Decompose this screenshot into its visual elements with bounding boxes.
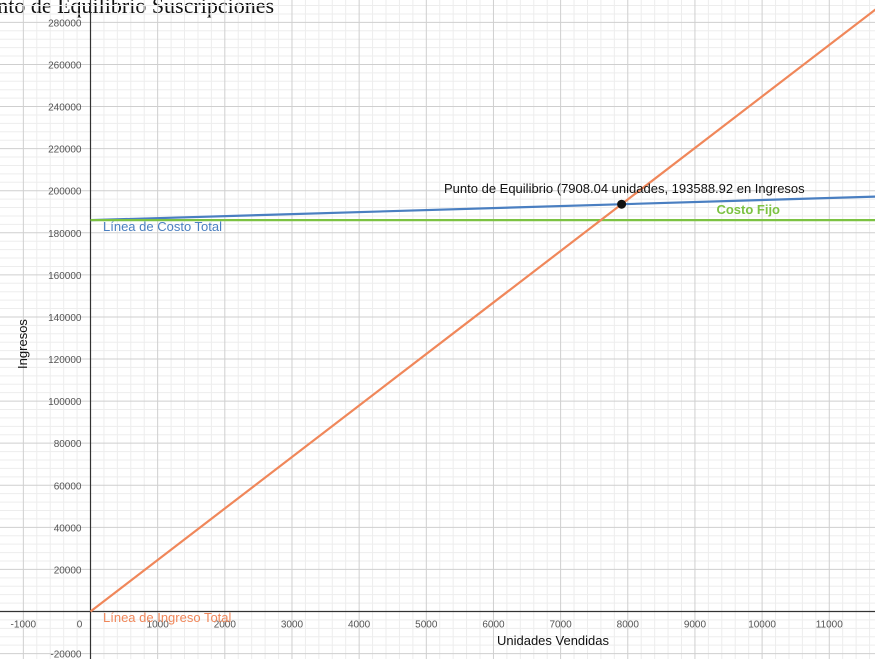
x-tick-label: 5000 [415,620,438,631]
y-tick-label: 200000 [48,187,82,198]
series-line-linea-de-ingreso-total [89,8,875,613]
x-tick-label: 10000 [748,620,776,631]
x-tick-label: 1000 [147,620,170,631]
series-label: Costo Fijo [716,202,780,217]
y-tick-label: 260000 [48,60,82,71]
series-label: Línea de Ingreso Total [103,610,232,625]
x-tick-labels: -1000 0 1000 2000 3000 4000 5000 6000 7000 8000 90… [11,620,844,631]
y-tick-label: 120000 [48,355,82,366]
series-label: Línea de Costo Total [103,219,222,234]
x-tick-label: 0 [77,620,83,631]
y-tick-label: 220000 [48,145,82,156]
x-tick-label: 11000 [816,620,844,631]
annotations: Punto de Equilibrio (7908.04 unidades, 1… [444,181,805,209]
series-line-linea-de-costo-total [90,195,875,222]
break-even-label: Punto de Equilibrio (7908.04 unidades, 1… [444,181,805,196]
x-tick-label: 3000 [281,620,304,631]
break-even-point [617,199,627,209]
x-tick-label: 2000 [214,620,237,631]
y-tick-labels: -20000 20000 40000 60000 80000 100000 120000 14… [48,18,82,659]
y-tick-label: 100000 [48,397,82,408]
x-tick-label: -1000 [11,620,37,631]
series-lines [89,8,875,613]
y-tick-label: 80000 [54,439,82,450]
x-tick-label: 9000 [684,620,707,631]
series-labels: Línea de Costo Total Costo Fijo Línea de I… [103,202,780,625]
y-tick-label: 180000 [48,229,82,240]
y-tick-label: 160000 [48,271,82,282]
x-axis-label: Unidades Vendidas [497,633,610,648]
y-tick-label: -20000 [50,650,82,659]
x-tick-label: 6000 [482,620,505,631]
y-axis-label: Ingresos [15,319,30,369]
y-tick-label: 60000 [54,481,82,492]
x-tick-label: 8000 [617,620,640,631]
x-tick-label: 7000 [549,620,572,631]
y-tick-label: 280000 [48,18,82,29]
y-tick-label: 240000 [48,103,82,114]
y-tick-label: 40000 [54,523,82,534]
x-tick-label: 4000 [348,620,371,631]
y-tick-label: 140000 [48,313,82,324]
y-tick-label: 20000 [54,565,82,576]
